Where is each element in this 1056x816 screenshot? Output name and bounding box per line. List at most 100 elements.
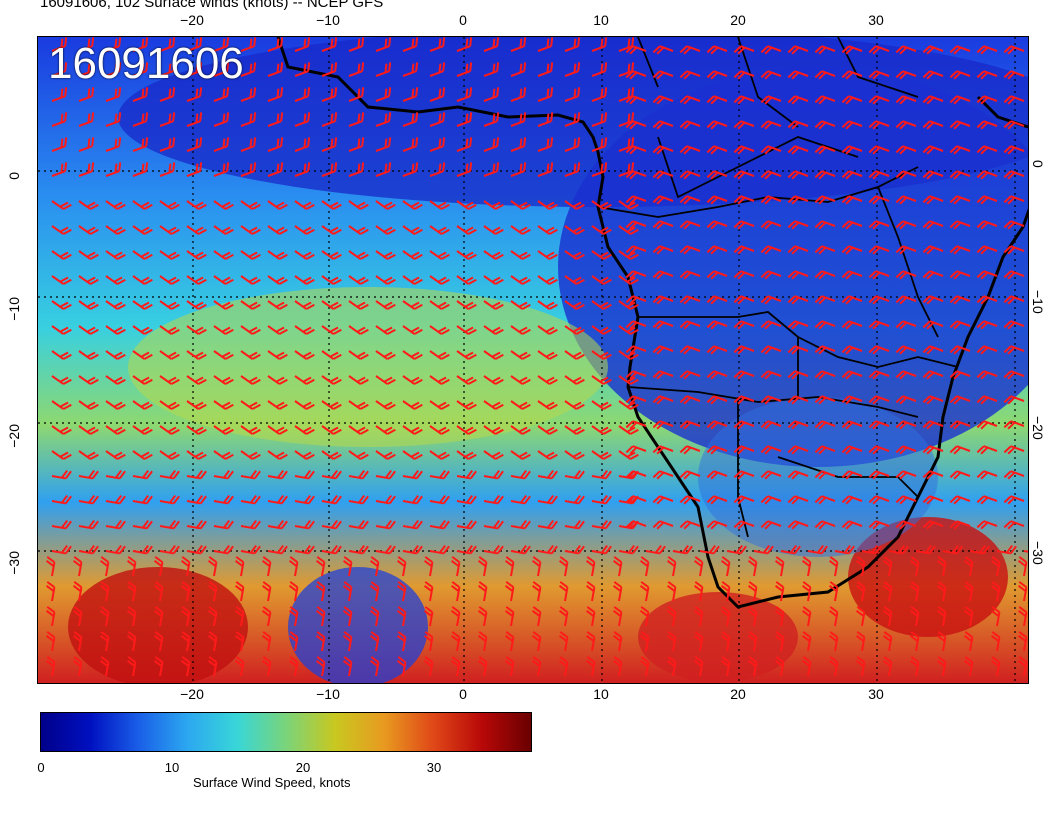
- wind-barb: [895, 70, 917, 80]
- wind-barb: [51, 62, 68, 77]
- wind-barb: [402, 200, 423, 210]
- wind-barb: [976, 295, 998, 305]
- wind-barb: [267, 300, 288, 310]
- wind-barb: [1003, 420, 1025, 430]
- wind-barb: [396, 631, 407, 652]
- wind-barb: [429, 400, 450, 410]
- wind-barb: [153, 606, 164, 627]
- wind-barb: [564, 425, 585, 435]
- wind-barb: [483, 275, 504, 285]
- wind-barb: [456, 300, 477, 310]
- wind-barb: [868, 195, 890, 205]
- wind-barb: [186, 469, 207, 480]
- wind-barb: [531, 606, 542, 627]
- wind-barb: [618, 425, 639, 435]
- wind-barb: [814, 145, 836, 155]
- wind-barb: [261, 581, 272, 602]
- wind-barb: [787, 145, 809, 155]
- wind-barb: [652, 495, 674, 505]
- wind-barb: [949, 170, 971, 180]
- wind-barb: [153, 556, 164, 577]
- wind-barb: [51, 225, 72, 235]
- wind-barb: [841, 395, 863, 405]
- wind-barb: [51, 275, 72, 285]
- wind-barb: [693, 556, 704, 577]
- wind-barb: [760, 45, 782, 55]
- wind-barb: [868, 95, 890, 105]
- wind-barb: [78, 494, 99, 505]
- wind-barb: [949, 445, 971, 455]
- wind-barb: [213, 425, 234, 435]
- wind-barb: [666, 556, 677, 577]
- wind-barb: [922, 45, 944, 55]
- wind-barb: [990, 581, 1001, 602]
- wind-barb: [483, 250, 504, 260]
- wind-barb: [618, 37, 635, 52]
- wind-barb: [868, 395, 890, 405]
- wind-barb: [483, 37, 500, 52]
- wind-barb: [733, 270, 755, 280]
- wind-barb: [618, 544, 639, 555]
- wind-barb: [294, 200, 315, 210]
- map-title: 16091606, 102 Surface winds (knots) -- N…: [40, 0, 384, 11]
- lon-tick-top: 0: [459, 12, 467, 28]
- wind-barb: [348, 225, 369, 235]
- lon-tick-top: −10: [316, 12, 340, 28]
- wind-barb: [618, 112, 635, 127]
- wind-barb: [429, 250, 450, 260]
- wind-barb: [213, 225, 234, 235]
- wind-barb: [402, 325, 423, 335]
- wind-barb: [558, 556, 569, 577]
- wind-barb: [78, 375, 99, 385]
- wind-barb: [841, 270, 863, 280]
- wind-barb: [990, 606, 1001, 627]
- wind-barb: [294, 400, 315, 410]
- lat-tick-left: −20: [6, 424, 22, 448]
- wind-barb: [45, 656, 56, 677]
- wind-barb: [186, 325, 207, 335]
- wind-barb: [348, 450, 369, 460]
- wind-barb: [267, 469, 288, 480]
- wind-barb: [936, 631, 947, 652]
- wind-barb: [348, 300, 369, 310]
- wind-barb: [922, 420, 944, 430]
- wind-barb: [207, 556, 218, 577]
- wind-barb: [733, 395, 755, 405]
- wind-barb: [591, 37, 608, 52]
- wind-barb: [267, 544, 288, 555]
- wind-barb: [483, 400, 504, 410]
- wind-barb: [483, 200, 504, 210]
- wind-barb: [733, 245, 755, 255]
- wind-barb: [814, 345, 836, 355]
- wind-barb: [841, 520, 863, 530]
- wind-barb: [396, 556, 407, 577]
- wind-barb: [652, 120, 674, 130]
- wind-barb: [922, 245, 944, 255]
- wind-barb: [483, 300, 504, 310]
- wind-barb: [402, 250, 423, 260]
- wind-barb: [1017, 656, 1028, 677]
- wind-barb: [504, 581, 515, 602]
- wind-barb: [618, 325, 639, 335]
- wind-barb: [814, 370, 836, 380]
- wind-barb: [976, 195, 998, 205]
- wind-barb: [706, 495, 728, 505]
- wind-barb: [375, 494, 396, 505]
- wind-barb: [429, 425, 450, 435]
- wind-barb: [814, 470, 836, 480]
- wind-barb: [510, 400, 531, 410]
- wind-barb: [652, 45, 674, 55]
- wind-barb: [132, 162, 149, 177]
- wind-barb: [105, 375, 126, 385]
- wind-barb: [51, 162, 68, 177]
- wind-barb: [733, 120, 755, 130]
- wind-barb: [429, 225, 450, 235]
- lon-tick-bottom: −10: [316, 686, 340, 702]
- wind-barb: [321, 375, 342, 385]
- wind-barb: [105, 162, 122, 177]
- wind-barb: [180, 581, 191, 602]
- wind-barb: [294, 112, 311, 127]
- wind-barb: [531, 631, 542, 652]
- wind-barb: [868, 320, 890, 330]
- wind-barb: [234, 656, 245, 677]
